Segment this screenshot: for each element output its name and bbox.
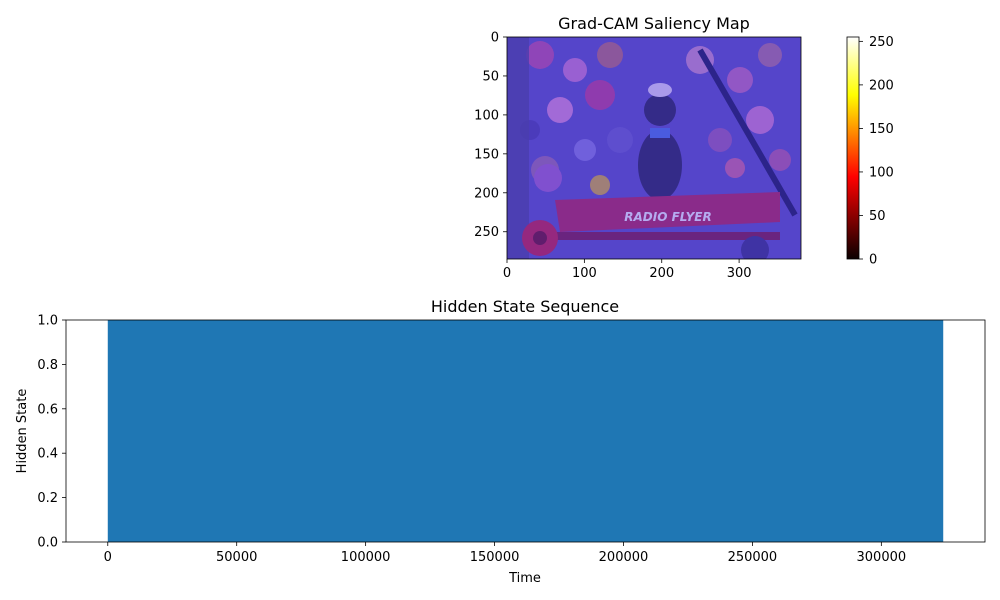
y-tick-label: 0.2: [37, 491, 58, 506]
saliency-x-tick-label: 200: [649, 266, 674, 281]
y-tick-label: 1.0: [37, 314, 58, 329]
saliency-x-tick-label: 300: [727, 266, 752, 281]
x-tick-label: 0: [104, 550, 112, 565]
saliency-y-tick-label: 200: [474, 186, 499, 201]
hidden-state-title: Hidden State Sequence: [431, 297, 619, 316]
saliency-x-tick-label: 100: [572, 266, 597, 281]
y-axis-label: Hidden State: [15, 389, 30, 474]
x-axis-label: Time: [508, 571, 541, 586]
x-tick-label: 250000: [728, 550, 778, 565]
x-tick-label: 150000: [470, 550, 520, 565]
x-tick-label: 300000: [857, 550, 907, 565]
colorbar-tick-label: 50: [869, 209, 886, 224]
colorbar-tick-label: 0: [869, 253, 877, 268]
saliency-y-tick-label: 250: [474, 225, 499, 240]
x-tick-label: 50000: [216, 550, 257, 565]
saliency-axes: 0 100 200 300 0 50 100 150 200 250: [474, 31, 802, 281]
saliency-y-tick-label: 0: [491, 31, 499, 46]
hidden-state-area: [107, 320, 944, 542]
saliency-x-tick-label: 0: [503, 266, 511, 281]
saliency-y-tick-label: 100: [474, 108, 499, 123]
wagon-text: RADIO FLYER: [624, 210, 711, 224]
saliency-image: RADIO FLYER: [507, 37, 801, 259]
y-tick-label: 0.6: [37, 402, 58, 417]
area-series: [107, 320, 944, 542]
saliency-y-tick-label: 50: [482, 69, 499, 84]
colorbar-tick-label: 100: [869, 165, 894, 180]
plot-frame: [65, 319, 986, 543]
colorbar-tick-label: 250: [869, 35, 894, 50]
x-tick-label: 200000: [599, 550, 649, 565]
colorbar-tick-label: 200: [869, 78, 894, 93]
y-tick-label: 0.0: [37, 536, 58, 551]
colorbar-tick-label: 150: [869, 122, 894, 137]
y-tick-label: 0.8: [37, 358, 58, 373]
colorbar-axis: 0 50 100 150 200 250: [859, 35, 894, 268]
saliency-title: Grad-CAM Saliency Map: [558, 14, 750, 33]
x-tick-label: 100000: [341, 550, 391, 565]
saliency-y-tick-label: 150: [474, 147, 499, 162]
hidden-state-chart: Hidden State Sequence 0 50000 100000 150000…: [15, 297, 986, 586]
colorbar: [846, 36, 860, 260]
y-tick-label: 0.4: [37, 447, 58, 462]
hidden-state-axes: 0 50000 100000 150000 200000 250000 300000 0.0 0…: [37, 314, 906, 566]
saliency-frame: [506, 36, 802, 260]
saliency-chart: Grad-CAM Saliency Map: [474, 14, 894, 281]
